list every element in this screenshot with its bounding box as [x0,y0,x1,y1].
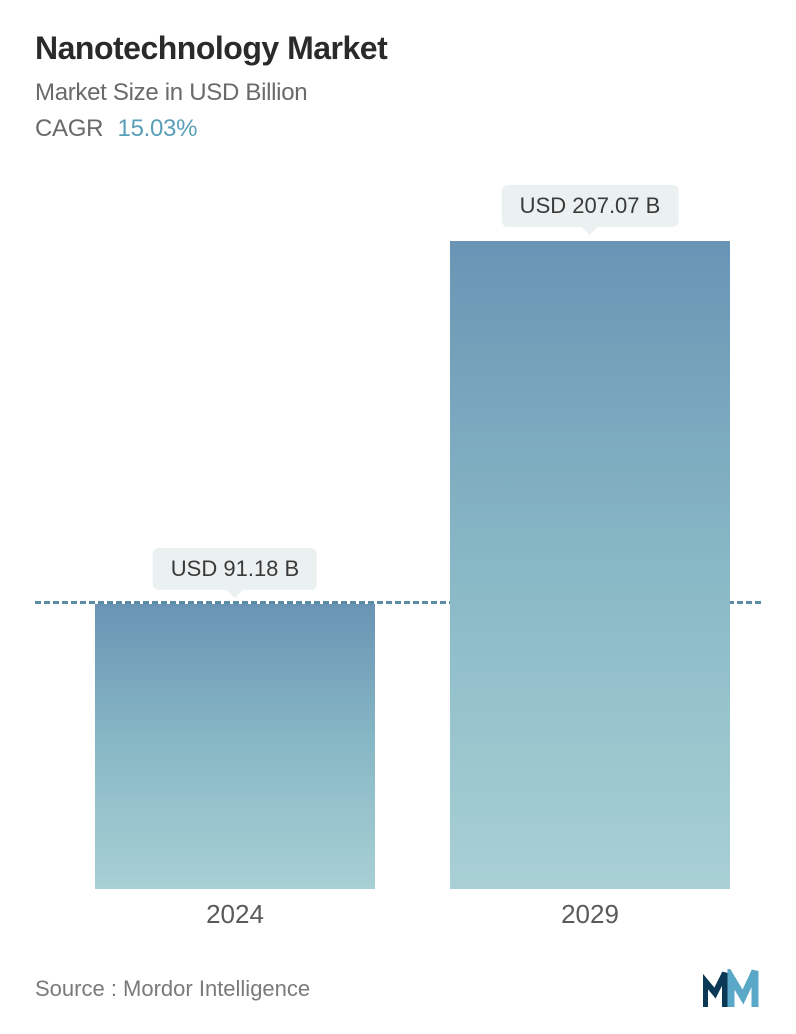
value-label-2024: USD 91.18 B [153,548,317,590]
x-label-2024: 2024 [206,899,264,930]
bar-fill [95,604,375,889]
bar-fill [450,241,730,889]
value-label-2029: USD 207.07 B [502,185,679,227]
mordor-logo-icon [703,969,761,1009]
cagr-line: CAGR 15.03% [35,115,761,143]
bar-2024 [95,604,375,889]
x-label-2029: 2029 [561,899,619,930]
chart-container: Nanotechnology Market Market Size in USD… [0,0,796,1034]
chart-footer: Source : Mordor Intelligence [35,959,761,1009]
source-text: Source : Mordor Intelligence [35,976,310,1002]
cagr-value: 15.03% [118,115,198,142]
cagr-label: CAGR [35,115,103,142]
plot-region: USD 91.18 B USD 207.07 B [35,163,761,889]
x-axis-labels: 2024 2029 [35,889,761,939]
chart-area: USD 91.18 B USD 207.07 B 2024 2029 [35,163,761,939]
chart-title: Nanotechnology Market [35,30,761,67]
chart-subtitle: Market Size in USD Billion [35,79,761,107]
bar-2029 [450,241,730,889]
